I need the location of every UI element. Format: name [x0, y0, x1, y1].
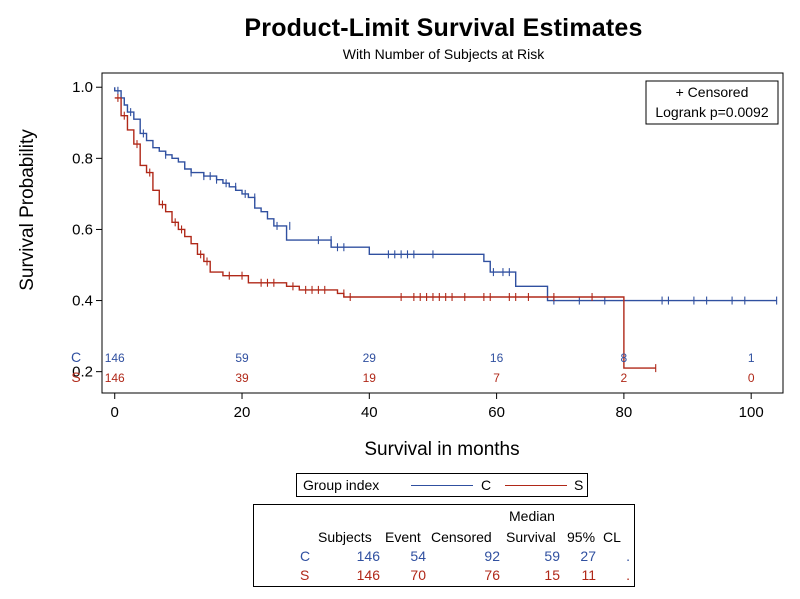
row-group: C — [300, 548, 311, 564]
row-censored: 92 — [484, 548, 500, 564]
x-tick-label: 20 — [234, 404, 251, 421]
legend-title: Group index — [303, 477, 380, 493]
row-lower: 27 — [580, 548, 596, 564]
legend-label-s: S — [574, 477, 584, 493]
x-tick-label: 0 — [111, 404, 119, 421]
legend-line-c — [411, 485, 473, 486]
row-event: 54 — [410, 548, 426, 564]
inset-legend: + Censored Logrank p=0.0092 — [645, 80, 779, 125]
at-risk-table: C 146 59 29 16 8 1 S 146 39 19 7 2 0 — [71, 349, 755, 385]
at-risk-count: 146 — [105, 351, 125, 365]
row-subjects: 146 — [356, 567, 380, 583]
censored-note: + Censored — [676, 84, 749, 100]
x-tick-label: 60 — [488, 404, 505, 421]
at-risk-group-label: C — [71, 349, 81, 365]
header-subjects: Subjects — [318, 529, 372, 545]
legend-label-c: C — [481, 477, 492, 493]
at-risk-count: 7 — [493, 371, 500, 385]
x-tick-label: 40 — [361, 404, 378, 421]
header-event: Event — [385, 529, 421, 545]
x-tick-label: 100 — [739, 404, 764, 421]
row-censored: 76 — [484, 567, 500, 583]
row-upper: . — [626, 567, 630, 583]
chart-subtitle: With Number of Subjects at Risk — [342, 46, 545, 62]
at-risk-group-label: S — [71, 369, 80, 385]
logrank-note: Logrank p=0.0092 — [655, 104, 768, 120]
at-risk-count: 39 — [235, 371, 249, 385]
header-survival: Survival — [506, 529, 556, 545]
plot-frame — [101, 72, 784, 394]
at-risk-count: 146 — [105, 371, 125, 385]
at-risk-count: 29 — [363, 351, 377, 365]
at-risk-count: 1 — [748, 351, 755, 365]
summary-table: Median Subjects Event Censored Survival … — [253, 504, 635, 587]
survival-curves — [114, 86, 778, 373]
at-risk-count: 0 — [748, 371, 755, 385]
x-axis-label: Survival in months — [364, 439, 519, 460]
row-upper: . — [626, 548, 630, 564]
x-axis: 0 20 40 60 80 100 — [111, 393, 764, 421]
row-subjects: 146 — [356, 548, 380, 564]
at-risk-count: 16 — [490, 351, 504, 365]
row-median: 15 — [544, 567, 560, 583]
y-tick-label: 0.6 — [72, 221, 93, 238]
header-95: 95% — [567, 529, 596, 545]
row-lower: 11 — [581, 567, 596, 583]
y-tick-label: 0.2 — [72, 364, 93, 381]
chart-title: Product-Limit Survival Estimates — [244, 14, 643, 42]
at-risk-count: 8 — [621, 351, 628, 365]
legend-line-s — [505, 485, 567, 486]
header-median: Median — [509, 508, 555, 524]
row-event: 70 — [410, 567, 426, 583]
group-legend: Group index C S — [296, 473, 588, 497]
row-group: S — [300, 567, 310, 583]
row-median: 59 — [544, 548, 560, 564]
header-cl: CL — [603, 529, 621, 545]
y-tick-label: 0.4 — [72, 293, 93, 310]
survival-plot: 0.20.40.60.81.0 0 20 40 60 80 100 C 146 59 29 16 8… — [17, 72, 784, 460]
y-tick-label: 1.0 — [72, 79, 93, 96]
y-axis-label: Survival Probability — [17, 129, 38, 291]
x-tick-label: 80 — [616, 404, 633, 421]
y-tick-label: 0.8 — [72, 150, 93, 167]
at-risk-count: 59 — [235, 351, 249, 365]
inset-legend-box — [645, 80, 779, 125]
header-censored: Censored — [431, 529, 492, 545]
at-risk-count: 2 — [621, 371, 628, 385]
y-axis: 0.2 0.4 0.6 0.8 1.0 — [72, 79, 102, 381]
at-risk-count: 19 — [363, 371, 377, 385]
survival-curve-s — [114, 97, 656, 369]
